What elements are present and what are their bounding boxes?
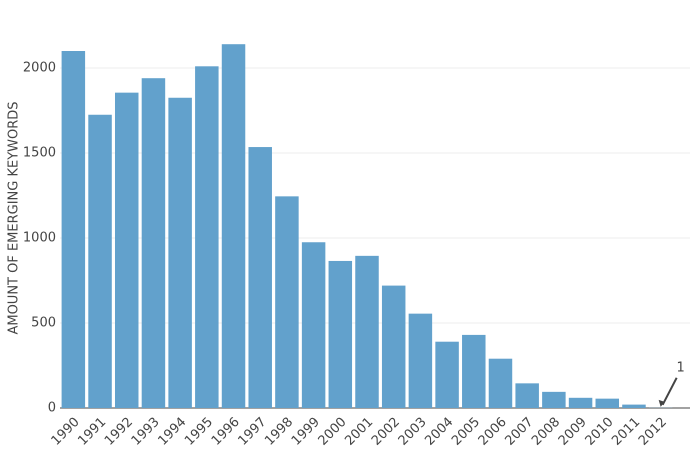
annotation-arrowhead xyxy=(658,399,665,407)
x-tick-label: 1990 xyxy=(49,415,83,449)
bar xyxy=(141,78,166,408)
x-tick-label: 2012 xyxy=(636,415,670,449)
bar xyxy=(248,147,272,409)
x-tick-label: 1996 xyxy=(209,415,243,449)
x-tick-label: 1991 xyxy=(75,415,109,449)
x-tick-label: 2009 xyxy=(556,415,590,449)
x-tick-label: 2006 xyxy=(476,415,510,449)
bar xyxy=(435,341,459,408)
x-tick-label: 1999 xyxy=(289,415,323,449)
x-tick-label: 2001 xyxy=(342,415,376,449)
annotation: 1 xyxy=(677,360,685,375)
x-tick-label: 2000 xyxy=(316,415,350,449)
bar xyxy=(622,404,646,408)
bar xyxy=(221,44,246,408)
bar xyxy=(88,114,112,408)
annotation-arrow xyxy=(661,377,678,406)
x-tick-label: 2002 xyxy=(369,415,403,449)
x-tick-label: 1994 xyxy=(155,415,189,449)
x-tick-label: 2004 xyxy=(422,415,456,449)
x-tick-label: 2010 xyxy=(583,415,617,449)
bar xyxy=(568,397,593,408)
x-tick-label: 2008 xyxy=(529,415,563,449)
x-tick-label: 1992 xyxy=(102,415,136,449)
bar xyxy=(301,242,326,408)
bar xyxy=(488,358,513,408)
bar xyxy=(515,383,539,408)
bar xyxy=(61,51,86,408)
y-tick-label: 1500 xyxy=(23,146,56,161)
bar xyxy=(408,313,433,408)
bar xyxy=(195,66,219,409)
bar xyxy=(328,260,353,408)
bar xyxy=(381,285,406,408)
x-tick-label: 2007 xyxy=(502,415,536,449)
x-tick-label: 2011 xyxy=(609,415,643,449)
x-tick-label: 2003 xyxy=(396,415,430,449)
x-tick-label: 1997 xyxy=(236,415,270,449)
bar xyxy=(462,334,486,408)
bar xyxy=(275,196,299,408)
x-tick-label: 1993 xyxy=(129,415,163,449)
bar xyxy=(114,92,139,409)
y-tick-label: 2000 xyxy=(23,61,56,76)
bar xyxy=(355,255,379,408)
bar xyxy=(542,391,566,408)
x-tick-label: 1998 xyxy=(262,415,296,449)
bar xyxy=(595,398,620,408)
y-axis-title: AMOUNT OF EMERGING KEYWORDS xyxy=(7,101,22,334)
bar xyxy=(168,97,192,408)
y-tick-label: 1000 xyxy=(23,231,56,246)
x-tick-label: 2005 xyxy=(449,415,483,449)
y-tick-label: 500 xyxy=(31,316,56,331)
x-tick-label: 1995 xyxy=(182,415,216,449)
y-tick-label: 0 xyxy=(48,401,56,416)
